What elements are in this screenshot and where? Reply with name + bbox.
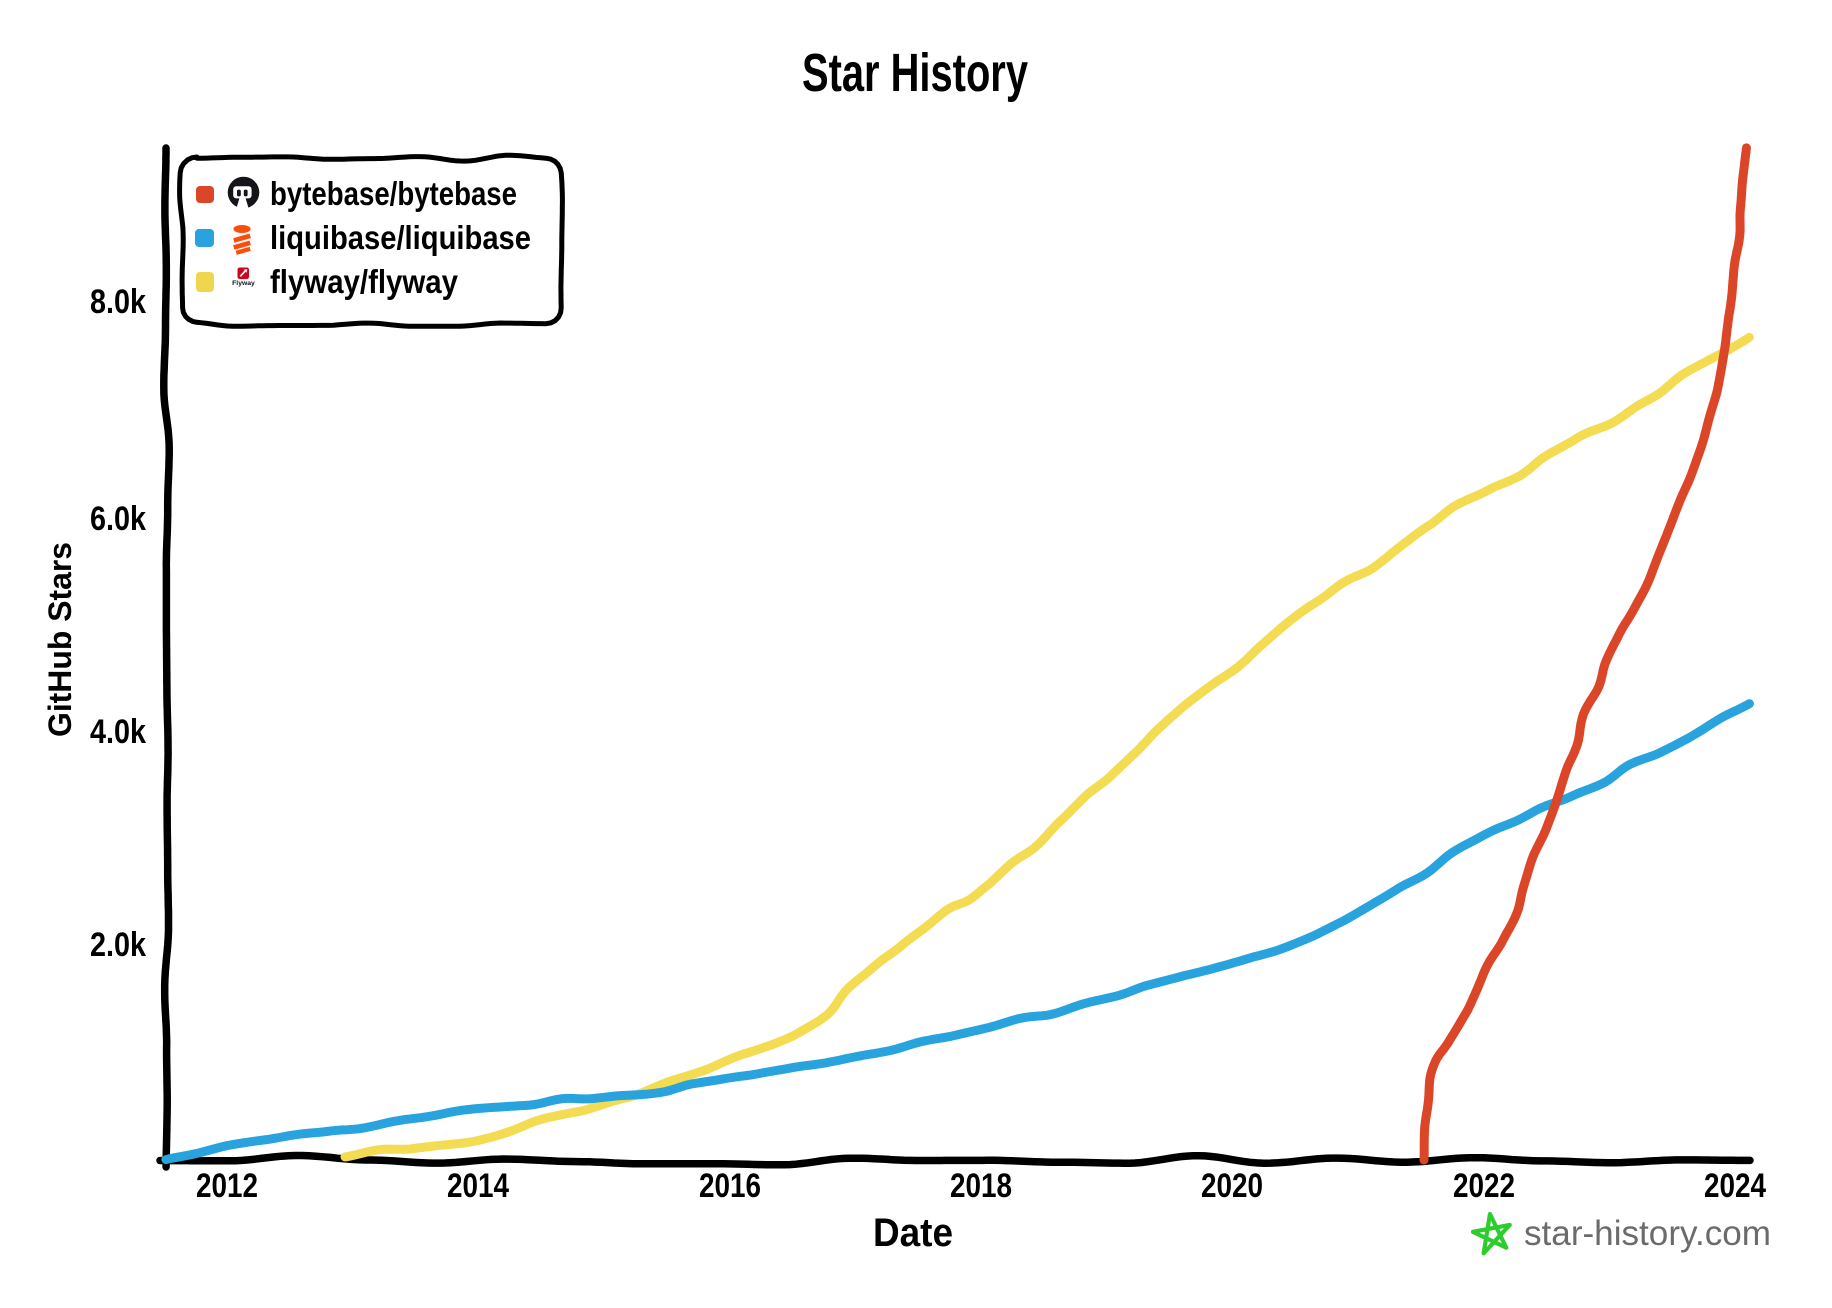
svg-text:2.0k: 2.0k — [90, 926, 146, 964]
svg-text:2012: 2012 — [196, 1167, 258, 1205]
svg-text:flyway/flyway: flyway/flyway — [270, 263, 459, 300]
svg-text:6.0k: 6.0k — [90, 500, 146, 538]
svg-text:liquibase/liquibase: liquibase/liquibase — [270, 219, 531, 256]
svg-text:Star History: Star History — [802, 43, 1028, 103]
svg-text:8.0k: 8.0k — [90, 283, 146, 321]
svg-text:star-history.com: star-history.com — [1524, 1214, 1771, 1253]
svg-text:2016: 2016 — [699, 1167, 761, 1205]
svg-text:2018: 2018 — [950, 1167, 1012, 1205]
svg-text:Flyway: Flyway — [232, 280, 255, 287]
svg-text:2020: 2020 — [1201, 1167, 1263, 1205]
svg-text:GitHub Stars: GitHub Stars — [42, 542, 78, 737]
svg-text:2014: 2014 — [447, 1167, 509, 1205]
svg-text:Date: Date — [873, 1211, 953, 1255]
svg-text:2024: 2024 — [1704, 1167, 1766, 1205]
svg-text:bytebase/bytebase: bytebase/bytebase — [270, 175, 517, 212]
svg-text:2022: 2022 — [1453, 1167, 1515, 1205]
svg-text:4.0k: 4.0k — [90, 713, 146, 751]
